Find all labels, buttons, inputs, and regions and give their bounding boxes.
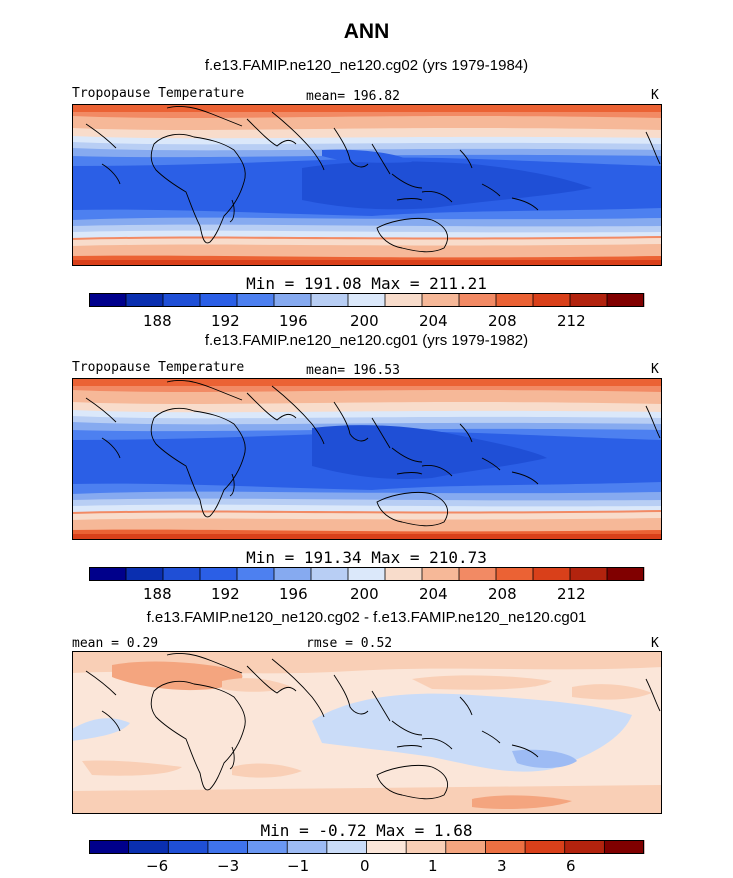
panel3-map: [72, 651, 662, 814]
panel1-colorbar: [89, 293, 645, 307]
colorbar-swatch: [126, 293, 164, 307]
panel1-tick: 196: [279, 312, 308, 330]
panel2-colorbar: [89, 567, 645, 581]
panel1-map: [72, 104, 662, 266]
colorbar-swatch: [604, 840, 645, 854]
colorbar-swatch: [207, 840, 248, 854]
colorbar-swatch: [564, 840, 605, 854]
panel3-tick: −1: [287, 857, 310, 875]
colorbar-frame: [89, 293, 644, 307]
panel2-tick: 208: [488, 585, 517, 603]
colorbar-swatch: [422, 293, 460, 307]
colorbar-swatch: [163, 293, 201, 307]
colorbar-swatch: [422, 567, 460, 581]
panel3-minmax: Min = -0.72 Max = 1.68: [260, 821, 473, 840]
panel2-units-label: K: [651, 362, 659, 377]
panel2-minmax: Min = 191.34 Max = 210.73: [246, 548, 487, 567]
colorbar-swatch: [366, 840, 407, 854]
panel2-map: [72, 378, 662, 540]
colorbar-swatch: [311, 567, 349, 581]
panel2-variable-label: Tropopause Temperature: [72, 360, 245, 375]
panel3-units-label: K: [651, 636, 659, 651]
colorbar-swatch: [533, 567, 571, 581]
panel1-units-label: K: [651, 88, 659, 103]
panel1-tick: 212: [557, 312, 586, 330]
colorbar-swatch: [385, 567, 423, 581]
panel1-variable-label: Tropopause Temperature: [72, 86, 245, 101]
panel3-colorbar: [89, 840, 645, 854]
colorbar-frame: [89, 567, 644, 581]
colorbar-swatch: [287, 840, 328, 854]
colorbar-swatch: [311, 293, 349, 307]
panel1-tick: 188: [143, 312, 172, 330]
colorbar-swatch: [348, 567, 386, 581]
colorbar-swatch: [459, 567, 497, 581]
panel2-tick: 204: [419, 585, 448, 603]
panel1-tick: 192: [211, 312, 240, 330]
colorbar-swatch: [237, 293, 275, 307]
colorbar-swatch: [89, 293, 127, 307]
panel3-tick: 0: [360, 857, 370, 875]
colorbar-swatch: [570, 293, 608, 307]
colorbar-swatch: [200, 293, 238, 307]
colorbar-swatch: [274, 293, 312, 307]
panel1-tick: 204: [419, 312, 448, 330]
colorbar-swatch: [445, 840, 486, 854]
panel2-subtitle: f.e13.FAMIP.ne120_ne120.cg01 (yrs 1979-1…: [204, 332, 529, 349]
colorbar-swatch: [485, 840, 526, 854]
panel1-subtitle: f.e13.FAMIP.ne120_ne120.cg02 (yrs 1979-1…: [204, 57, 529, 74]
colorbar-swatch: [525, 840, 566, 854]
colorbar-swatch: [385, 293, 423, 307]
colorbar-swatch: [570, 567, 608, 581]
panel3-tick: 3: [497, 857, 507, 875]
panel3-tick: 6: [566, 857, 576, 875]
colorbar-swatch: [237, 567, 275, 581]
panel2-tick: 200: [350, 585, 379, 603]
colorbar-swatch: [459, 293, 497, 307]
panel1-tick: 200: [350, 312, 379, 330]
colorbar-swatch: [496, 293, 534, 307]
colorbar-swatch: [247, 840, 288, 854]
figure-title: ANN: [343, 20, 390, 43]
colorbar-swatch: [496, 567, 534, 581]
colorbar-swatch: [128, 840, 169, 854]
colorbar-frame: [89, 840, 644, 854]
colorbar-swatch: [607, 567, 645, 581]
colorbar-swatch: [163, 567, 201, 581]
panel2-tick: 212: [557, 585, 586, 603]
panel1-minmax: Min = 191.08 Max = 211.21: [246, 274, 487, 293]
colorbar-swatch: [607, 293, 645, 307]
panel3-tick: −6: [146, 857, 169, 875]
colorbar-swatch: [89, 840, 129, 854]
colorbar-swatch: [200, 567, 238, 581]
panel2-tick: 196: [279, 585, 308, 603]
panel3-tick: −3: [217, 857, 240, 875]
panel3-tick: 1: [428, 857, 438, 875]
panel3-mean-label: mean = 0.29: [72, 636, 159, 651]
colorbar-swatch: [406, 840, 447, 854]
panel2-mean-label: mean= 196.53: [306, 363, 400, 378]
panel3-subtitle: f.e13.FAMIP.ne120_ne120.cg02 - f.e13.FAM…: [146, 609, 587, 626]
panel3-rmse-label: rmse = 0.52: [306, 636, 393, 651]
panel1-tick: 208: [488, 312, 517, 330]
colorbar-swatch: [274, 567, 312, 581]
panel2-tick: 188: [143, 585, 172, 603]
colorbar-swatch: [126, 567, 164, 581]
colorbar-swatch: [89, 567, 127, 581]
colorbar-swatch: [348, 293, 386, 307]
colorbar-swatch: [326, 840, 367, 854]
colorbar-swatch: [533, 293, 571, 307]
panel1-mean-label: mean= 196.82: [306, 89, 400, 104]
panel2-tick: 192: [211, 585, 240, 603]
colorbar-swatch: [168, 840, 209, 854]
